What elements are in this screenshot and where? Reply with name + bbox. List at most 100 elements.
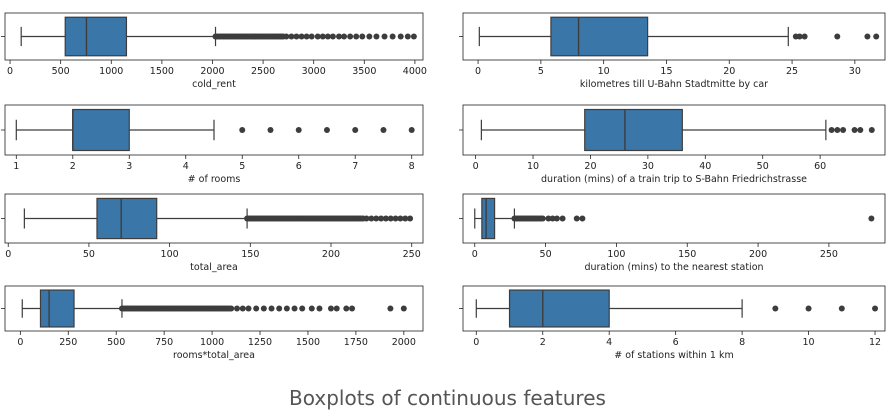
- x-tick-label: 1000: [99, 66, 123, 77]
- boxplot-panel-3: 1 2 3 4 5 6 7 8 # of rooms: [1, 104, 424, 185]
- x-tick-label: 6: [673, 337, 679, 348]
- outlier-point: [333, 305, 340, 312]
- outlier-point: [239, 127, 246, 133]
- iqr-box: [39, 289, 75, 328]
- outlier-point: [834, 127, 841, 133]
- x-axis-label: total_area: [190, 262, 238, 273]
- outlier-point: [295, 127, 302, 133]
- x-axis-label: # of rooms: [188, 174, 241, 185]
- x-tick-label: 500: [52, 66, 70, 77]
- outlier-point: [293, 33, 300, 40]
- outlier-point: [283, 305, 290, 312]
- outlier-point: [539, 215, 546, 222]
- outlier-point: [373, 215, 380, 222]
- boxplot-panel-5: 0 50 100 150 200 250 total_area: [1, 193, 424, 273]
- outlier-point: [329, 33, 336, 40]
- outlier-point: [359, 33, 366, 40]
- x-tick-label: 40: [699, 161, 711, 172]
- x-tick-label: 15: [660, 66, 672, 77]
- x-tick-label: 20: [584, 161, 596, 172]
- x-tick-label: 3000: [302, 66, 326, 77]
- outlier-point: [260, 305, 267, 312]
- outlier-point: [323, 127, 330, 133]
- iqr-box: [508, 289, 610, 328]
- x-tick-label: 0: [7, 66, 13, 77]
- x-tick-label: 750: [155, 337, 173, 348]
- x-tick-label: 0: [475, 66, 481, 77]
- x-axis-label: rooms*total_area: [173, 350, 255, 361]
- outlier-point: [324, 33, 331, 40]
- outlier-point: [408, 127, 415, 133]
- outlier-point: [400, 305, 407, 312]
- outlier-point: [397, 33, 404, 40]
- outlier-point: [872, 305, 879, 312]
- outlier-point: [410, 33, 417, 40]
- x-tick-label: 0: [472, 249, 478, 260]
- outlier-point: [380, 127, 387, 133]
- iqr-box: [550, 16, 649, 57]
- x-tick-label: 150: [241, 249, 259, 260]
- x-tick-label: 1250: [248, 337, 272, 348]
- iqr-box: [72, 108, 130, 152]
- x-tick-label: 0: [5, 249, 11, 260]
- outlier-point: [834, 33, 841, 40]
- x-tick-label: 1000: [200, 337, 224, 348]
- x-tick-label: 50: [540, 249, 552, 260]
- x-tick-label: 50: [757, 161, 769, 172]
- x-tick-label: 5: [239, 161, 245, 172]
- x-tick-label: 2000: [200, 66, 224, 77]
- x-axis-label: duration (mins) to the nearest station: [584, 262, 763, 273]
- outlier-point: [253, 305, 260, 312]
- outlier-point: [373, 33, 380, 40]
- outlier-point: [316, 305, 323, 312]
- outlier-point: [353, 33, 360, 40]
- outlier-point: [319, 33, 326, 40]
- x-tick-label: 200: [749, 249, 767, 260]
- outlier-point: [343, 305, 350, 312]
- x-tick-label: 2500: [251, 66, 275, 77]
- outlier-point: [873, 33, 880, 40]
- x-axis-label: cold_rent: [192, 79, 236, 90]
- x-tick-label: 0: [473, 337, 479, 348]
- x-tick-label: 1500: [296, 337, 320, 348]
- outlier-point: [772, 305, 779, 312]
- outlier-point: [553, 215, 560, 222]
- outlier-point: [327, 305, 334, 312]
- outlier-point: [308, 33, 315, 40]
- x-tick-label: 250: [820, 249, 838, 260]
- outlier-point: [402, 215, 409, 222]
- x-tick-label: 8: [739, 337, 745, 348]
- outlier-point: [404, 33, 411, 40]
- outlier-point: [267, 127, 274, 133]
- x-tick-label: 4000: [403, 66, 427, 77]
- x-tick-label: 3500: [352, 66, 376, 77]
- x-tick-label: 60: [814, 161, 826, 172]
- x-tick-label: 1500: [150, 66, 174, 77]
- outlier-point: [801, 33, 808, 40]
- outlier-point: [864, 33, 871, 40]
- x-tick-label: 4: [606, 337, 612, 348]
- x-tick-label: 2: [70, 161, 76, 172]
- boxplot-grid: 0 500 1000 1500 2000 2500 3000 3500 4000cold_ren…: [1, 12, 886, 361]
- outlier-point: [366, 33, 373, 40]
- x-tick-label: 5: [538, 66, 544, 77]
- x-tick-label: 200: [322, 249, 340, 260]
- outlier-point: [382, 215, 389, 222]
- x-tick-label: 6: [296, 161, 302, 172]
- iqr-box: [96, 197, 158, 240]
- outlier-point: [228, 305, 235, 312]
- x-tick-label: 500: [107, 337, 125, 348]
- outlier-point: [288, 33, 295, 40]
- x-axis-label: kilometres till U-Bahn Stadtmitte by car: [580, 79, 768, 90]
- outlier-point: [299, 305, 306, 312]
- outlier-point: [276, 305, 283, 312]
- x-tick-label: 2: [540, 337, 546, 348]
- x-tick-label: 30: [849, 66, 861, 77]
- x-tick-label: 0: [473, 161, 479, 172]
- outlier-point: [545, 215, 552, 222]
- x-tick-label: 250: [59, 337, 77, 348]
- boxplot-panel-6: 0 50 100 150 200 250 duration (mins) to the ne…: [459, 193, 886, 273]
- outlier-point: [303, 33, 310, 40]
- outlier-point: [314, 33, 321, 40]
- outlier-point: [573, 215, 580, 222]
